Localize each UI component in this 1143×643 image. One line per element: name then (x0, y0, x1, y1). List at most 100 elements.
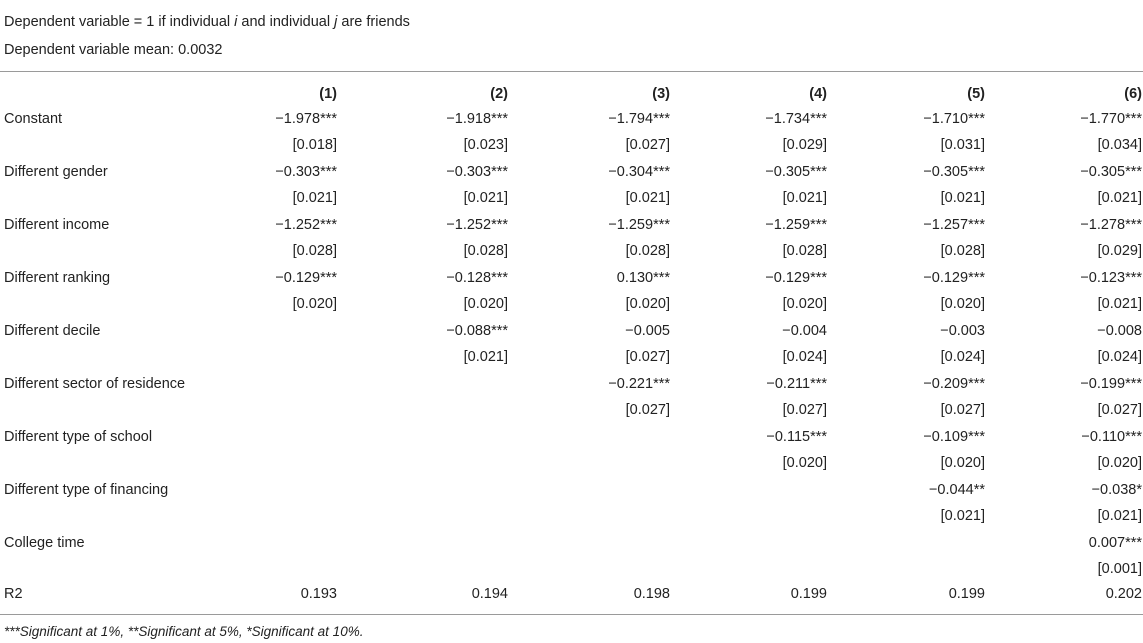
coefficient-cell: −0.199*** (1080, 376, 1142, 392)
coefficient-cell: −0.038* (1091, 482, 1142, 498)
standard-error-cell: [0.020] (782, 455, 827, 471)
standard-error-cell: [0.021] (463, 349, 508, 365)
standard-error-cell: [0.021] (625, 190, 670, 206)
standard-error-cell: [0.021] (1097, 508, 1142, 524)
column-header: (2) (490, 86, 508, 102)
standard-error-cell: [0.020] (1097, 455, 1142, 471)
standard-error-cell: [0.029] (1097, 243, 1142, 259)
standard-error-cell: [0.034] (1097, 137, 1142, 153)
top-rule (0, 71, 1143, 72)
coefficient-cell: −0.004 (782, 323, 827, 339)
standard-error-cell: [0.020] (940, 296, 985, 312)
standard-error-cell: [0.020] (782, 296, 827, 312)
standard-error-cell: [0.028] (940, 243, 985, 259)
standard-error-cell: [0.029] (782, 137, 827, 153)
coefficient-cell: −0.129*** (275, 270, 337, 286)
coefficient-cell: −0.305*** (923, 164, 985, 180)
coefficient-cell: −0.115*** (766, 429, 827, 445)
standard-error-cell: [0.021] (1097, 190, 1142, 206)
coefficient-cell: −1.794*** (608, 111, 670, 127)
standard-error-cell: [0.028] (782, 243, 827, 259)
r2-cell: 0.198 (633, 586, 670, 602)
standard-error-cell: [0.024] (1097, 349, 1142, 365)
standard-error-cell: [0.027] (1097, 402, 1142, 418)
standard-error-cell: [0.027] (625, 137, 670, 153)
coefficient-cell: −0.305*** (1080, 164, 1142, 180)
coefficient-cell: −0.003 (940, 323, 985, 339)
coefficient-cell: 0.130*** (616, 270, 670, 286)
row-label: Different income (4, 217, 110, 233)
standard-error-cell: [0.001] (1097, 561, 1142, 577)
coefficient-cell: −0.221*** (608, 376, 670, 392)
coefficient-cell: −1.710*** (923, 111, 985, 127)
standard-error-cell: [0.027] (625, 349, 670, 365)
table-caption-line2: Dependent variable mean: 0.0032 (4, 42, 223, 58)
standard-error-cell: [0.020] (292, 296, 337, 312)
row-label: Different type of financing (4, 482, 169, 498)
row-label: College time (4, 535, 85, 551)
coefficient-cell: −1.918*** (446, 111, 508, 127)
row-label: Different sector of residence (4, 376, 186, 392)
coefficient-cell: 0.007*** (1088, 535, 1142, 551)
footnote: ***Significant at 1%, **Significant at 5… (4, 624, 364, 639)
standard-error-cell: [0.021] (292, 190, 337, 206)
r2-cell: 0.202 (1105, 586, 1142, 602)
standard-error-cell: [0.028] (625, 243, 670, 259)
coefficient-cell: −1.978*** (275, 111, 337, 127)
coefficient-cell: −0.110*** (1081, 429, 1142, 445)
coefficient-cell: −0.109*** (923, 429, 985, 445)
coefficient-cell: −1.252*** (446, 217, 508, 233)
standard-error-cell: [0.021] (782, 190, 827, 206)
row-label: Different gender (4, 164, 108, 180)
standard-error-cell: [0.021] (940, 190, 985, 206)
row-label: Different decile (4, 323, 101, 339)
coefficient-cell: −0.088*** (446, 323, 508, 339)
standard-error-cell: [0.027] (940, 402, 985, 418)
column-header: (4) (809, 86, 827, 102)
r2-label: R2 (4, 586, 23, 602)
coefficient-cell: −1.278*** (1080, 217, 1142, 233)
r2-cell: 0.193 (300, 586, 337, 602)
standard-error-cell: [0.031] (940, 137, 985, 153)
standard-error-cell: [0.021] (463, 190, 508, 206)
column-header: (6) (1124, 86, 1142, 102)
r2-cell: 0.194 (471, 586, 508, 602)
column-header: (1) (319, 86, 337, 102)
standard-error-cell: [0.021] (1097, 296, 1142, 312)
standard-error-cell: [0.018] (292, 137, 337, 153)
coefficient-cell: −0.123*** (1080, 270, 1142, 286)
bottom-rule (0, 614, 1143, 615)
coefficient-cell: −1.257*** (923, 217, 985, 233)
row-label: Different ranking (4, 270, 111, 286)
coefficient-cell: −0.303*** (446, 164, 508, 180)
r2-cell: 0.199 (790, 586, 827, 602)
standard-error-cell: [0.020] (463, 296, 508, 312)
coefficient-cell: −1.770*** (1080, 111, 1142, 127)
column-header: (3) (652, 86, 670, 102)
standard-error-cell: [0.024] (782, 349, 827, 365)
coefficient-cell: −0.211*** (766, 376, 827, 392)
table-caption-line1: Dependent variable = 1 if individual i a… (4, 14, 410, 30)
standard-error-cell: [0.028] (463, 243, 508, 259)
standard-error-cell: [0.027] (782, 402, 827, 418)
standard-error-cell: [0.020] (940, 455, 985, 471)
coefficient-cell: −0.303*** (275, 164, 337, 180)
coefficient-cell: −0.129*** (765, 270, 827, 286)
standard-error-cell: [0.024] (940, 349, 985, 365)
standard-error-cell: [0.023] (463, 137, 508, 153)
column-header: (5) (967, 86, 985, 102)
coefficient-cell: −1.734*** (765, 111, 827, 127)
coefficient-cell: −1.252*** (275, 217, 337, 233)
coefficient-cell: −0.128*** (446, 270, 508, 286)
standard-error-cell: [0.027] (625, 402, 670, 418)
coefficient-cell: −1.259*** (608, 217, 670, 233)
r2-cell: 0.199 (948, 586, 985, 602)
row-label: Constant (4, 111, 63, 127)
coefficient-cell: −1.259*** (765, 217, 827, 233)
standard-error-cell: [0.020] (625, 296, 670, 312)
coefficient-cell: −0.044** (928, 482, 985, 498)
coefficient-cell: −0.304*** (608, 164, 670, 180)
coefficient-cell: −0.008 (1097, 323, 1142, 339)
standard-error-cell: [0.021] (940, 508, 985, 524)
row-label: Different type of school (4, 429, 153, 445)
